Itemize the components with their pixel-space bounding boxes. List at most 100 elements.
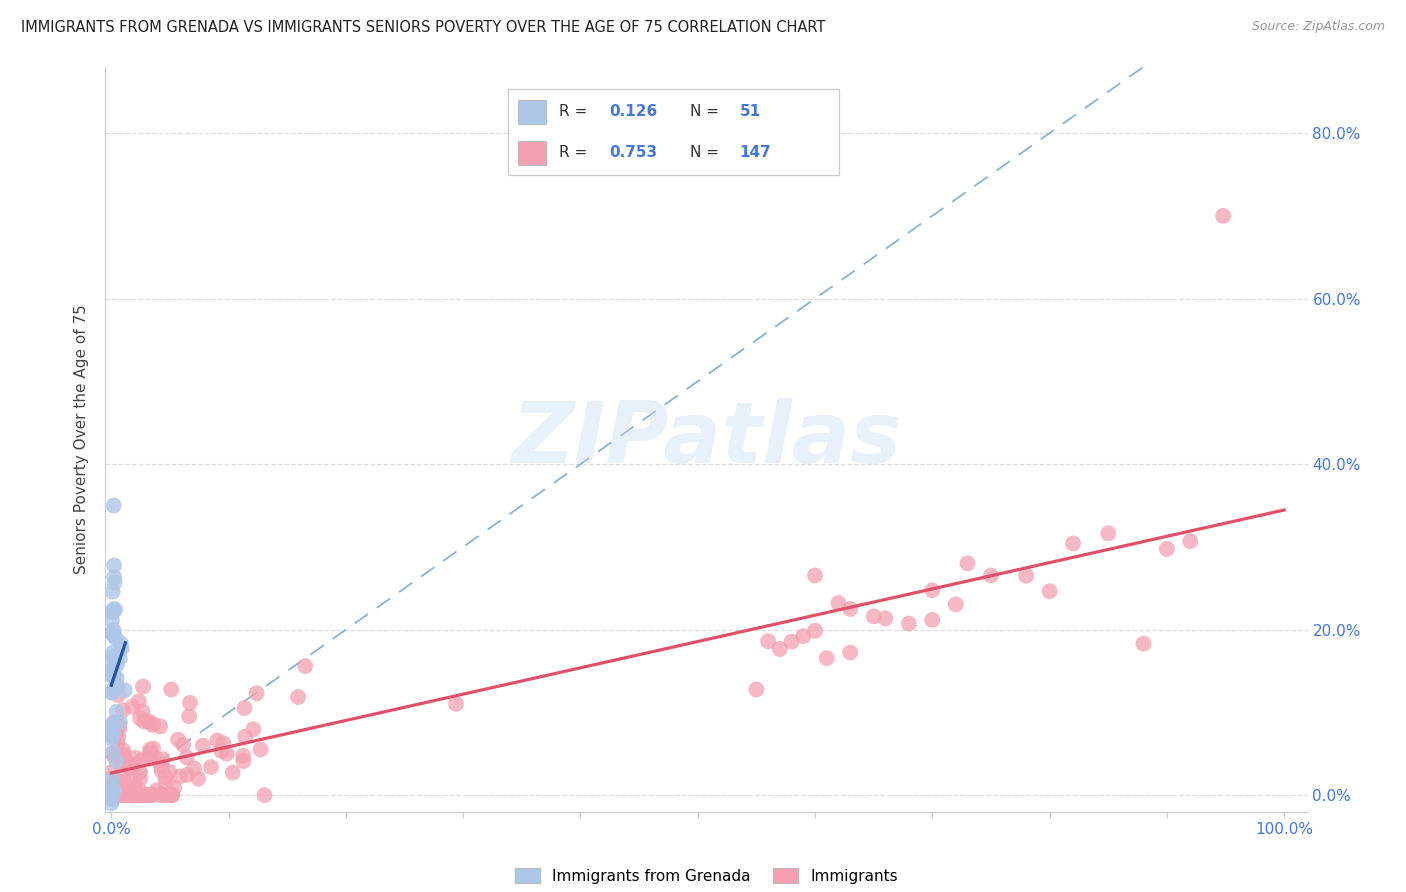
Point: [107, 780, 129, 795]
Point: [125, 757, 148, 772]
Point: [153, 770, 176, 784]
Point: [141, 788, 163, 802]
Point: [103, 649, 125, 664]
Point: [183, 762, 205, 776]
Point: [444, 697, 467, 711]
Point: [101, 669, 124, 683]
Text: 0.126: 0.126: [609, 103, 657, 119]
Point: [101, 747, 124, 762]
Point: [107, 680, 129, 694]
Text: R =: R =: [560, 145, 592, 160]
Point: [103, 575, 125, 590]
Point: [160, 788, 183, 802]
Point: [141, 788, 163, 802]
Point: [131, 753, 153, 767]
Point: [112, 747, 135, 762]
Point: [112, 788, 135, 802]
Point: [138, 751, 160, 765]
Point: [179, 696, 201, 710]
Point: [246, 686, 269, 700]
Point: [105, 671, 128, 685]
Point: [110, 775, 132, 789]
Point: [160, 788, 183, 802]
Point: [101, 626, 124, 640]
Point: [142, 717, 165, 731]
Point: [956, 557, 979, 571]
Point: [101, 726, 124, 740]
Point: [101, 780, 124, 795]
Point: [176, 750, 198, 764]
Point: [103, 784, 125, 798]
Point: [108, 788, 131, 802]
Point: [148, 788, 170, 802]
Point: [107, 748, 129, 763]
Point: [103, 715, 125, 730]
Point: [145, 783, 167, 797]
Point: [215, 747, 238, 761]
Point: [111, 703, 134, 717]
Point: [139, 746, 162, 760]
Legend: Immigrants from Grenada, Immigrants: Immigrants from Grenada, Immigrants: [509, 862, 904, 889]
Point: [1180, 534, 1202, 549]
Point: [294, 659, 316, 673]
Point: [105, 657, 128, 672]
Point: [103, 747, 125, 762]
Point: [108, 715, 131, 730]
Point: [101, 628, 124, 642]
Bar: [517, 100, 546, 123]
Point: [1156, 541, 1178, 556]
Point: [112, 743, 135, 757]
Point: [141, 717, 163, 731]
Point: [100, 659, 122, 673]
Point: [120, 761, 142, 775]
Point: [122, 773, 145, 788]
Point: [104, 679, 127, 693]
Point: [804, 568, 827, 582]
Text: R =: R =: [560, 103, 592, 119]
Text: 147: 147: [740, 145, 772, 160]
Text: IMMIGRANTS FROM GRENADA VS IMMIGRANTS SENIORS POVERTY OVER THE AGE OF 75 CORRELA: IMMIGRANTS FROM GRENADA VS IMMIGRANTS SE…: [21, 20, 825, 35]
Point: [103, 650, 125, 665]
Point: [117, 759, 139, 773]
Point: [150, 764, 173, 778]
Point: [101, 772, 124, 786]
Point: [875, 611, 897, 625]
Point: [103, 558, 125, 573]
Point: [117, 756, 139, 770]
Point: [114, 788, 136, 802]
Point: [107, 730, 129, 744]
Point: [1062, 536, 1084, 550]
Point: [120, 788, 142, 802]
Point: [101, 792, 124, 806]
Point: [1038, 584, 1060, 599]
Point: [145, 752, 167, 766]
Point: [110, 636, 132, 650]
FancyBboxPatch shape: [508, 89, 839, 175]
Point: [131, 705, 153, 719]
Point: [129, 765, 152, 780]
Point: [862, 609, 884, 624]
Point: [157, 788, 180, 802]
Point: [129, 788, 152, 802]
Point: [125, 788, 148, 802]
Point: [839, 602, 862, 616]
Point: [103, 624, 125, 638]
Point: [1132, 637, 1154, 651]
Point: [101, 745, 124, 759]
Point: [101, 666, 124, 681]
Point: [233, 701, 256, 715]
Point: [149, 758, 172, 772]
Point: [129, 711, 152, 725]
Point: [132, 680, 155, 694]
Point: [104, 728, 127, 742]
Point: [152, 788, 174, 802]
Point: [112, 768, 135, 782]
Point: [132, 788, 155, 802]
Point: [155, 776, 177, 790]
Point: [103, 626, 125, 640]
Point: [780, 634, 803, 648]
Point: [157, 764, 180, 779]
Point: [108, 651, 131, 665]
Point: [107, 688, 129, 702]
Point: [128, 694, 150, 708]
